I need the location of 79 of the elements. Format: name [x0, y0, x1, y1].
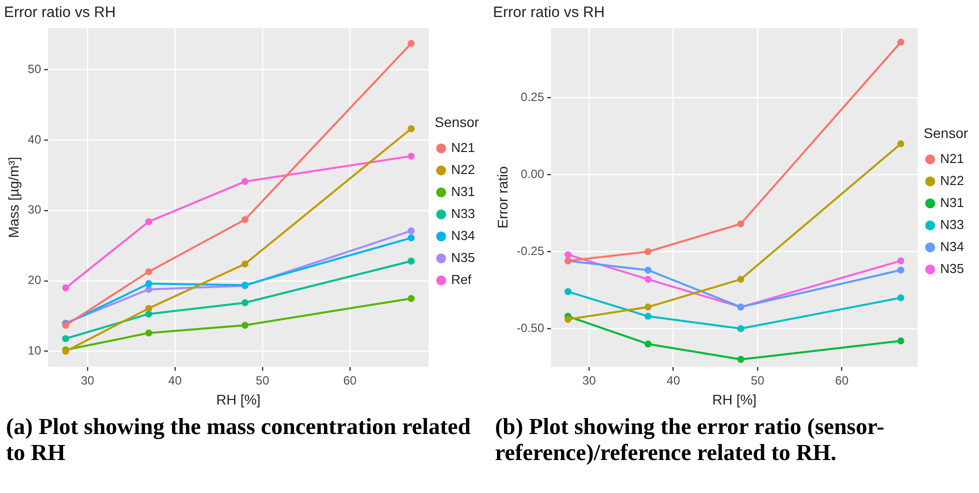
legend-label: N31 — [940, 194, 964, 210]
point — [408, 234, 415, 242]
point — [408, 227, 415, 234]
legend-label: N22 — [451, 162, 476, 177]
x-tick-label: 30 — [582, 373, 596, 388]
chart-title: Error ratio vs RH — [493, 4, 605, 22]
x-tick-label: 60 — [835, 373, 849, 388]
point — [145, 310, 152, 318]
point — [644, 266, 652, 274]
legend-label: N35 — [940, 260, 964, 276]
point — [145, 329, 152, 336]
legend-label: N21 — [940, 150, 964, 166]
point — [737, 356, 744, 363]
x-axis-title: RH [%] — [216, 391, 261, 408]
chart-title: Error ratio vs RH — [4, 4, 116, 22]
point — [644, 304, 652, 311]
point — [644, 312, 652, 320]
x-tick-label: 50 — [256, 373, 270, 388]
text: (a) Plot showing the mass concentration related to RH — [6, 414, 472, 466]
point — [145, 268, 152, 276]
point — [897, 294, 904, 302]
y-tick-label: 20 — [28, 273, 42, 288]
point — [564, 251, 572, 258]
point — [408, 294, 415, 302]
legend-label: N33 — [940, 216, 964, 232]
legend-title: Sensor — [434, 114, 480, 130]
point — [408, 258, 415, 265]
legend-label: N34 — [940, 238, 964, 254]
y-tick-label: 30 — [28, 202, 42, 217]
legend-title: Sensor — [924, 124, 968, 141]
point — [737, 276, 744, 283]
y-axis-title: Mass [µg/m³] — [5, 156, 22, 238]
point — [145, 280, 152, 288]
point — [241, 216, 248, 224]
point — [644, 276, 652, 283]
y-tick-label: 50 — [28, 62, 42, 76]
point — [241, 260, 248, 268]
legend-label: N35 — [451, 250, 476, 265]
legend-label: N34 — [451, 228, 476, 243]
x-tick-label: 40 — [666, 373, 680, 388]
legend-label: Ref — [451, 272, 472, 287]
point — [897, 140, 904, 148]
x-tick-label: 30 — [80, 373, 95, 388]
y-tick-label: 40 — [28, 132, 42, 146]
legend-label: N33 — [451, 206, 476, 221]
point — [897, 266, 904, 274]
point — [408, 152, 415, 160]
x-axis-title: RH [%] — [712, 391, 757, 408]
point — [408, 125, 415, 132]
point — [737, 220, 744, 228]
point — [408, 40, 415, 47]
point — [241, 322, 248, 329]
point — [897, 257, 904, 264]
point — [897, 38, 904, 46]
point — [241, 299, 248, 306]
y-tick-label: -0.50 — [516, 320, 544, 335]
point — [145, 304, 152, 312]
point — [737, 325, 744, 332]
x-tick-label: 50 — [750, 373, 765, 388]
point — [62, 284, 70, 292]
legend-label: N22 — [940, 172, 964, 188]
legend-label: N31 — [451, 184, 476, 199]
point — [564, 316, 572, 323]
x-tick-label: 40 — [168, 373, 182, 388]
y-tick-label: 0.00 — [520, 166, 544, 181]
point — [644, 248, 652, 256]
y-tick-label: -0.25 — [516, 244, 544, 258]
point — [62, 335, 70, 342]
legend-label: N21 — [451, 140, 476, 155]
point — [644, 340, 652, 348]
x-tick-label: 60 — [343, 373, 357, 388]
point — [897, 337, 904, 344]
point — [241, 178, 248, 186]
y-axis-title: Error ratio — [494, 166, 510, 229]
text: (b) Plot showing the error ratio (sensor-reference)/reference related to RH. — [495, 414, 886, 466]
point — [564, 288, 572, 296]
y-tick-label: 0.25 — [520, 90, 544, 104]
y-tick-label: 10 — [28, 344, 42, 358]
point — [145, 218, 152, 226]
